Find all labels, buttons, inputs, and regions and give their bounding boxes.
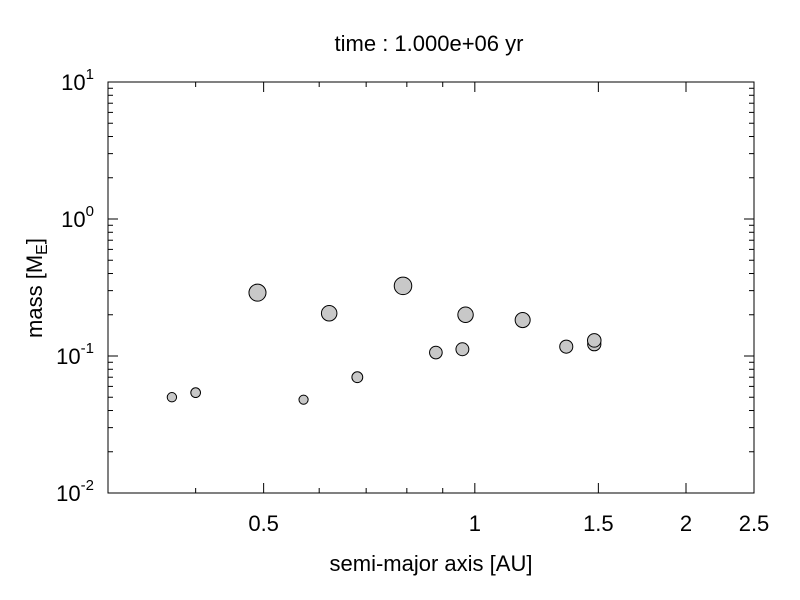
y-axis-title-subscript: E (34, 244, 51, 255)
data-point (298, 394, 309, 405)
x-axis-title: semi-major axis [AU] (330, 551, 533, 576)
x-tick-label: 2 (680, 511, 692, 536)
x-tick-label: 1.5 (583, 511, 614, 536)
y-tick-base: 10 (61, 207, 85, 232)
y-tick-base: 10 (61, 70, 85, 95)
data-point (455, 342, 470, 357)
plot-frame (107, 81, 755, 494)
data-point (190, 387, 202, 399)
y-tick-exponent: 1 (86, 66, 94, 83)
y-tick-exponent: 0 (86, 203, 94, 220)
y-tick-label: 10-2 (56, 477, 94, 506)
x-axis-ticks: 0.5 1 1.5 2 2.5 (107, 82, 770, 536)
x-tick-label: 1 (469, 511, 481, 536)
data-point (393, 276, 413, 296)
data-point (514, 312, 531, 329)
data-point (248, 283, 267, 302)
y-axis-title-main: mass [M (22, 255, 47, 338)
data-point (457, 306, 474, 323)
chart-title: time : 1.000e+06 yr (335, 31, 524, 56)
y-tick-label: 101 (61, 66, 94, 95)
data-point (429, 345, 443, 360)
y-tick-base: 10 (56, 481, 80, 506)
data-point (351, 371, 364, 384)
y-tick-exponent: -2 (81, 477, 94, 494)
data-points (166, 276, 602, 405)
y-tick-label: 10-1 (56, 340, 94, 369)
y-axis-title: mass [ME] (22, 238, 51, 338)
data-point (166, 392, 178, 403)
x-tick-label: 2.5 (739, 511, 770, 536)
y-tick-label: 100 (61, 203, 94, 232)
data-point (587, 333, 602, 348)
data-point (559, 339, 574, 354)
y-tick-base: 10 (56, 344, 80, 369)
y-tick-exponent: -1 (81, 340, 94, 357)
data-point (320, 305, 338, 322)
y-axis-title-suffix: ] (22, 238, 47, 244)
x-tick-label: 0.5 (248, 511, 279, 536)
